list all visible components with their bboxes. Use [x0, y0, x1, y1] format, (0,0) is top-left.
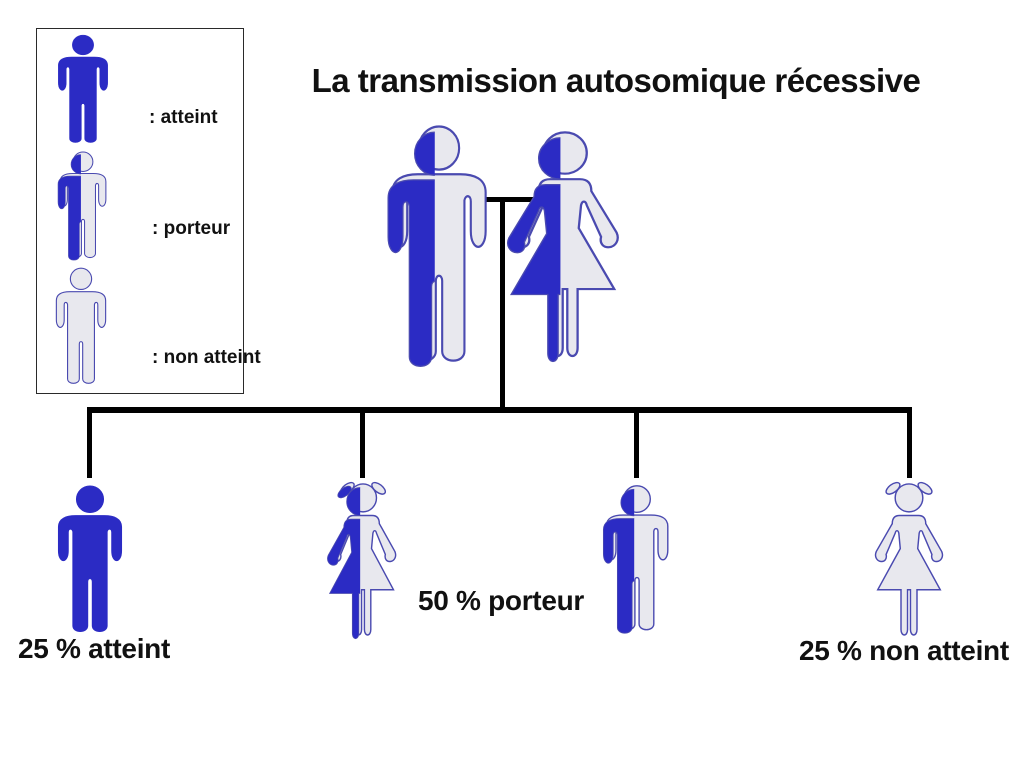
legend-label-non-affected: : non atteint [152, 347, 261, 368]
legend-carrier-figure-icon [57, 151, 107, 261]
page-title: La transmission autosomique récessive [311, 62, 921, 99]
child-4-non-affected-girl-figure [869, 481, 949, 639]
outcome-label-non-affected: 25 % non atteint [799, 635, 1009, 666]
mother-carrier-figure [507, 131, 619, 363]
drop-line-child-1 [87, 407, 92, 478]
marriage-line [478, 197, 536, 202]
drop-line-child-3 [634, 407, 639, 478]
child-3-carrier-boy-figure [602, 485, 669, 634]
legend-label-carrier: : porteur [152, 218, 231, 239]
child-2-carrier-girl-figure [324, 481, 402, 639]
legend-affected-figure-icon [58, 34, 108, 143]
descent-line [500, 197, 505, 413]
sibship-line [88, 407, 911, 413]
child-1-affected-boy-figure [57, 485, 123, 633]
father-carrier-figure [387, 125, 487, 367]
drop-line-child-2 [360, 407, 365, 478]
outcome-label-carrier: 50 % porteur [418, 585, 584, 616]
outcome-label-affected: 25 % atteint [18, 633, 170, 664]
legend-non-affected-figure-icon [55, 267, 107, 384]
legend-label-affected: : atteint [149, 107, 218, 128]
drop-line-child-4 [907, 407, 912, 478]
